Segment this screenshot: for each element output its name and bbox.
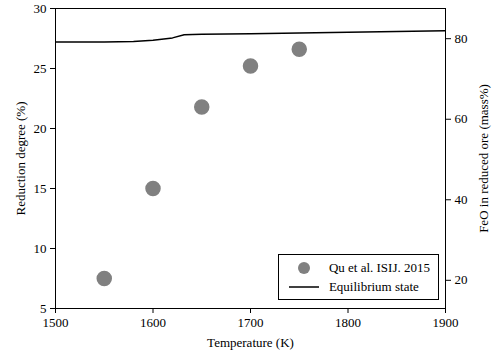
html-text:Qu et al. ISIJ. 2015: Qu et al. ISIJ. 2015 xyxy=(328,260,430,275)
svg-text:1500: 1500 xyxy=(43,315,69,330)
svg-text:1700: 1700 xyxy=(238,315,264,330)
svg-text:25: 25 xyxy=(34,61,47,76)
svg-text:20: 20 xyxy=(455,272,468,287)
svg-text:30: 30 xyxy=(34,1,47,16)
html-text:Equilibrium state: Equilibrium state xyxy=(328,279,419,294)
svg-text:FeO in reduced ore (mass%): FeO in reduced ore (mass%) xyxy=(476,84,491,233)
svg-text:Reduction degree (%): Reduction degree (%) xyxy=(13,101,28,215)
svg-text:20: 20 xyxy=(34,121,47,136)
svg-text:15: 15 xyxy=(34,181,47,196)
svg-text:10: 10 xyxy=(34,241,47,256)
svg-text:1800: 1800 xyxy=(335,315,361,330)
svg-text:Temperature (K): Temperature (K) xyxy=(207,335,294,350)
svg-text:80: 80 xyxy=(455,31,468,46)
svg-text:1900: 1900 xyxy=(433,315,459,330)
svg-text:60: 60 xyxy=(455,111,468,126)
svg-text:40: 40 xyxy=(455,192,468,207)
svg-text:1600: 1600 xyxy=(140,315,166,330)
svg-text:5: 5 xyxy=(40,301,47,316)
